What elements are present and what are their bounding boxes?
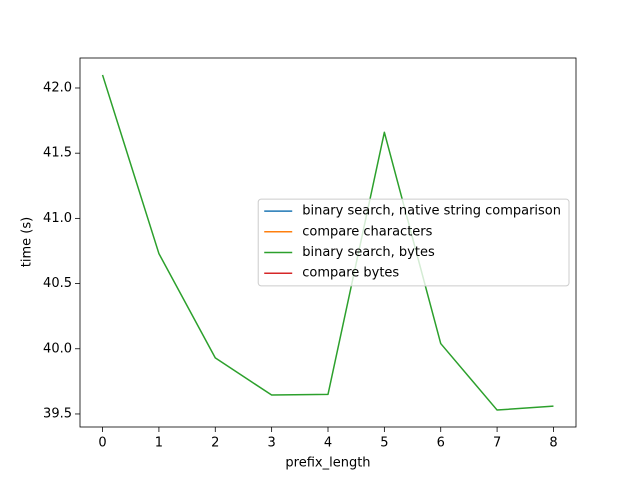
x-axis-label: prefix_length [285, 456, 370, 471]
x-tick-label: 2 [211, 436, 219, 451]
y-axis-label: time (s) [20, 217, 35, 267]
x-tick-label: 0 [98, 436, 106, 451]
legend-label: binary search, bytes [302, 245, 435, 260]
y-tick-label: 41.0 [43, 211, 72, 226]
y-tick-label: 40.5 [43, 276, 72, 291]
x-tick-label: 8 [549, 436, 557, 451]
x-tick-label: 7 [493, 436, 501, 451]
legend-label: compare bytes [302, 266, 399, 281]
legend-box [257, 198, 570, 287]
y-tick-label: 40.0 [43, 341, 72, 356]
x-tick-label: 5 [380, 436, 388, 451]
x-tick-label: 3 [267, 436, 275, 451]
series-line [101, 74, 554, 411]
x-tick-label: 1 [155, 436, 163, 451]
legend: binary search, native string comparison c… [257, 198, 570, 287]
y-tick-label: 39.5 [43, 406, 72, 421]
y-tick-label: 41.5 [43, 146, 72, 161]
legend-label: binary search, native string comparison [302, 204, 561, 219]
plot-frame [79, 57, 577, 428]
x-tick-label: 4 [324, 436, 332, 451]
legend-label: compare characters [302, 224, 432, 239]
y-tick-label: 42.0 [43, 80, 72, 95]
x-tick-label: 6 [437, 436, 445, 451]
